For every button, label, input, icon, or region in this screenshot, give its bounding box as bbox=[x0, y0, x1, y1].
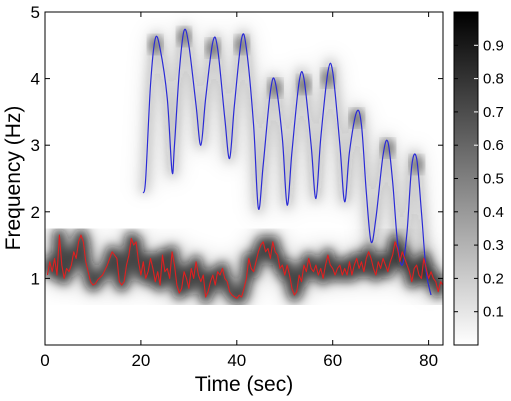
x-axis-title: Time (sec) bbox=[195, 373, 293, 396]
colorbar-tick-label: 0.6 bbox=[483, 137, 504, 154]
y-tick-label: 3 bbox=[31, 136, 40, 155]
high-band-peak-spot bbox=[380, 138, 395, 157]
x-tick-label: 20 bbox=[131, 351, 150, 370]
y-tick-label: 2 bbox=[31, 203, 40, 222]
red-curve bbox=[46, 234, 443, 299]
colorbar-tick-label: 0.9 bbox=[483, 37, 504, 54]
colorbar-ticks: 0.1 0.2 0.3 0.4 0.5 0.6 0.7 0.8 0.9 bbox=[454, 37, 504, 321]
colorbar-tick-label: 0.7 bbox=[483, 104, 504, 121]
y-tick-label: 5 bbox=[31, 3, 40, 22]
colorbar-tick-label: 0.3 bbox=[483, 237, 504, 254]
high-band-peak-spot bbox=[177, 27, 192, 46]
colorbar-tick-label: 0.4 bbox=[483, 204, 504, 221]
x-tick-label: 0 bbox=[40, 351, 49, 370]
high-band-peak-spot bbox=[296, 75, 311, 94]
y-axis-title: Frequency (Hz) bbox=[2, 106, 25, 251]
x-tick-label: 40 bbox=[227, 351, 246, 370]
colorbar-tick-label: 0.1 bbox=[483, 304, 504, 321]
y-tick-label: 4 bbox=[31, 70, 40, 89]
blue-curve bbox=[142, 28, 432, 296]
x-tick-label: 80 bbox=[419, 351, 438, 370]
x-tick-label: 60 bbox=[323, 351, 342, 370]
high-band-peak-spot bbox=[320, 68, 335, 87]
y-tick-label: 1 bbox=[31, 269, 40, 288]
axes-frame bbox=[44, 11, 444, 346]
colorbar-tick-label: 0.8 bbox=[483, 71, 504, 88]
colorbar-tick-label: 0.2 bbox=[483, 270, 504, 287]
x-axis-ticks: 0 20 40 60 80 bbox=[40, 12, 438, 370]
colorbar-tick-label: 0.5 bbox=[483, 171, 504, 188]
curve-layer bbox=[46, 28, 443, 299]
y-axis-ticks: 1 2 3 4 5 bbox=[31, 3, 443, 288]
